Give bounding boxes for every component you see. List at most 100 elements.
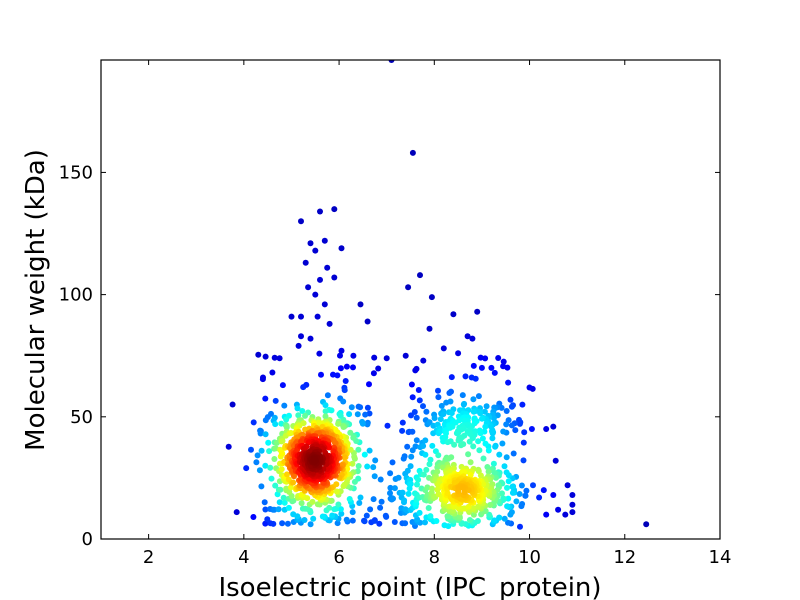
data-point [322,408,329,415]
data-point [391,519,398,525]
data-point [370,464,377,471]
data-point [550,423,557,430]
data-point [276,355,283,362]
data-point [302,259,309,266]
data-point [363,512,370,519]
data-point [364,318,371,325]
data-point [516,416,522,423]
data-point [475,393,482,400]
data-point [470,396,477,403]
data-point [276,499,283,506]
data-point [387,490,393,497]
data-point [377,504,384,511]
data-point [279,520,286,527]
data-point [322,402,329,409]
data-point [307,521,314,528]
data-point [350,434,357,441]
data-point [500,428,507,435]
data-point [340,424,347,430]
data-point [362,411,369,418]
data-point [503,454,510,461]
data-point [528,426,535,432]
data-point [346,496,353,502]
data-point [338,347,345,354]
data-point [464,333,471,340]
data-point [507,396,514,403]
y-ticks: 0 50 100 150 [59,162,720,550]
data-point [395,474,402,481]
x-ticks: 2 4 6 8 10 12 14 [143,60,731,568]
data-point [495,482,502,489]
data-point [271,354,278,361]
data-point [243,465,250,472]
data-point [440,345,447,352]
data-point [405,284,412,291]
data-point [341,387,348,394]
data-point [490,415,497,422]
data-point [312,291,319,298]
data-point [402,520,409,527]
data-point [338,510,345,517]
data-point [372,457,379,464]
data-point [416,509,423,516]
data-point [496,514,503,521]
data-point [452,419,459,426]
data-point [500,363,507,370]
data-point [350,364,356,371]
data-point [298,500,305,507]
data-point [508,422,515,429]
data-point [399,419,406,426]
data-point [487,502,494,508]
data-point [466,438,473,445]
data-point [552,457,559,464]
data-point [509,489,516,496]
data-point [268,410,274,417]
data-point [295,342,302,349]
data-point [371,473,378,480]
data-point [446,390,453,396]
data-point [491,517,498,524]
data-point [474,308,481,315]
data-point [530,482,536,489]
data-point [331,439,338,446]
data-point [402,352,409,359]
data-point [351,478,358,485]
data-point [501,515,508,522]
data-point [366,447,373,454]
data-point [483,403,490,410]
data-point [357,301,364,308]
data-point [258,483,265,490]
data-point [440,411,447,418]
x-tick-label: 6 [333,547,344,568]
data-point [404,467,411,474]
data-point [455,350,462,357]
data-point [225,443,232,450]
data-point [307,240,314,247]
data-point [482,423,489,430]
data-point [337,506,344,513]
data-point [355,463,362,469]
data-point [488,364,495,371]
data-point [470,408,477,415]
data-point [294,405,301,412]
data-point [400,455,407,462]
data-point [370,370,377,377]
data-point [491,369,498,376]
data-point [298,218,304,225]
data-point [427,513,434,520]
data-point [492,443,499,450]
data-point [521,429,528,436]
data-point [469,335,476,342]
x-axis-label: Isoelectric point (IPC_protein) [218,573,601,600]
x-tick-label: 12 [613,547,636,568]
data-point [364,463,371,470]
data-point [262,431,269,438]
data-point [408,381,415,388]
data-point [376,520,383,527]
data-point [262,353,269,360]
data-point [477,472,484,479]
data-point [317,276,323,283]
data-point [433,518,440,524]
data-point [536,494,543,501]
data-point [420,403,426,410]
